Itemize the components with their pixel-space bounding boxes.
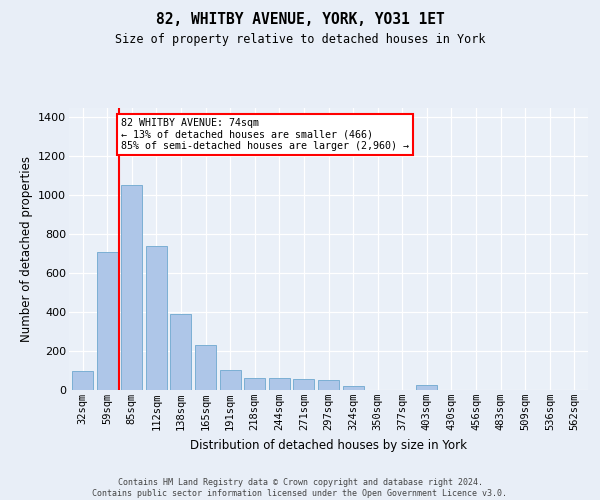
Bar <box>121 186 142 390</box>
Bar <box>269 378 290 390</box>
Bar <box>416 385 437 390</box>
Bar <box>343 386 364 390</box>
Bar <box>220 370 241 390</box>
Bar <box>293 380 314 390</box>
Bar <box>244 378 265 390</box>
Text: 82 WHITBY AVENUE: 74sqm
← 13% of detached houses are smaller (466)
85% of semi-d: 82 WHITBY AVENUE: 74sqm ← 13% of detache… <box>121 118 409 152</box>
Bar <box>195 345 216 390</box>
X-axis label: Distribution of detached houses by size in York: Distribution of detached houses by size … <box>190 438 467 452</box>
Bar <box>72 372 93 390</box>
Text: Contains HM Land Registry data © Crown copyright and database right 2024.
Contai: Contains HM Land Registry data © Crown c… <box>92 478 508 498</box>
Y-axis label: Number of detached properties: Number of detached properties <box>20 156 32 342</box>
Text: 82, WHITBY AVENUE, YORK, YO31 1ET: 82, WHITBY AVENUE, YORK, YO31 1ET <box>155 12 445 28</box>
Bar <box>170 314 191 390</box>
Bar <box>97 252 118 390</box>
Bar <box>146 246 167 390</box>
Text: Size of property relative to detached houses in York: Size of property relative to detached ho… <box>115 32 485 46</box>
Bar <box>318 380 339 390</box>
